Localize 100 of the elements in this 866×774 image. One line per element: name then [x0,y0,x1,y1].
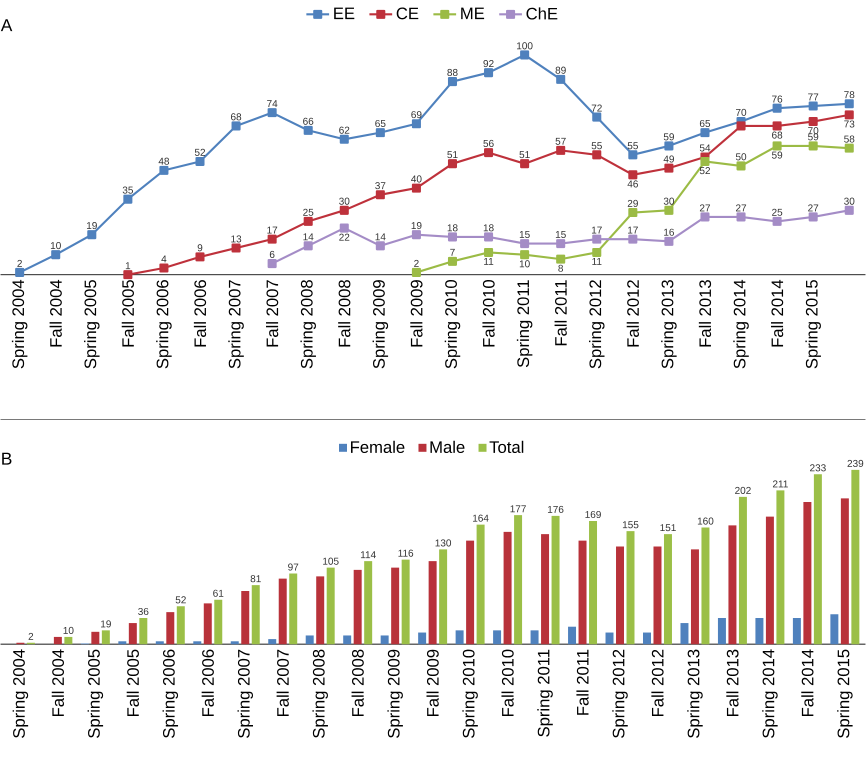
point [448,232,458,242]
bar [530,630,539,644]
legend-label: Total [490,440,524,453]
point [772,141,782,150]
x-tick-label: Spring 2004 [12,649,28,738]
point [340,134,349,144]
x-tick-label: Fall 2013 [698,280,712,346]
x-tick-label: Spring 2006 [156,280,172,368]
point [808,212,818,222]
data-label: 27 [700,204,710,212]
data-label: 55 [592,142,602,150]
x-tick-label: Spring 2013 [687,650,703,738]
x-tick-label: Spring 2015 [805,280,821,368]
point [123,194,132,204]
bar [214,600,222,644]
x-tick-label: Fall 2013 [726,650,739,716]
data-label: 61 [213,590,224,597]
data-label: 14 [303,233,314,240]
data-label: 176 [548,506,564,513]
bar [606,632,614,644]
x-tick-label: Fall 2008 [338,280,350,346]
point [340,206,349,215]
data-label: 4 [161,256,166,262]
data-label: 76 [772,96,782,103]
data-label: 19 [86,222,97,230]
text: A [0,19,12,32]
data-label: 25 [772,208,782,216]
bar [541,534,550,644]
bar [766,516,774,644]
data-label: 30 [844,198,854,205]
bar [316,576,324,644]
point [592,112,602,122]
x-tick-label: Spring 2008 [312,650,328,738]
point [592,234,602,244]
x-tick-label: Fall 2011 [554,280,567,346]
data-label: 36 [138,608,148,616]
data-label: 49 [664,155,674,163]
data-label: 211 [772,480,788,488]
bar [776,490,784,644]
x-tick-label: Spring 2008 [300,280,316,368]
bar [128,623,137,644]
bar [364,561,372,644]
legend-label: Male [430,440,464,453]
data-label: 2 [414,260,419,267]
legend-label: CE [396,8,418,20]
point [159,263,168,273]
bar [391,568,400,644]
data-label: 239 [848,460,864,467]
x-tick-label: Spring 2014 [733,280,749,368]
data-label: 6 [270,250,274,258]
bar [803,502,812,644]
x-tick-label: Spring 2010 [462,650,478,738]
x-tick-label: Fall 2007 [276,650,289,716]
x-tick-label: Fall 2004 [52,649,64,716]
point [484,248,494,257]
data-label: 27 [736,204,746,212]
point [376,190,385,200]
data-label: 17 [628,226,638,234]
point [412,268,421,277]
point [700,212,710,222]
x-tick-label: Spring 2015 [837,650,853,738]
point [87,230,96,240]
data-label: 97 [288,563,298,571]
data-label: 10 [50,242,61,250]
bar [514,515,522,644]
data-label: 2 [17,260,22,267]
point [556,74,566,84]
data-label: 8 [558,264,564,272]
data-label: 56 [483,140,494,147]
data-label: 11 [484,258,494,265]
bar [343,635,352,644]
point [844,206,854,215]
data-label: 48 [158,158,170,165]
bar [653,546,662,644]
bar [166,612,174,644]
point [412,230,421,240]
x-tick-label: Spring 2005 [88,650,104,738]
bar [578,540,587,644]
point [808,116,818,126]
point [304,241,313,250]
point [304,216,313,226]
legend-label: ME [461,8,484,20]
point [304,126,313,135]
bar [466,540,474,644]
data-label: 68 [231,113,242,120]
point [195,252,205,262]
data-label: 50 [736,153,746,160]
bar [289,573,298,644]
data-label: 10 [64,626,74,634]
point [448,77,458,86]
bar [626,531,634,644]
bar [552,516,560,644]
point [412,184,421,193]
point [484,148,494,158]
point [844,110,854,120]
bar [851,470,860,644]
bar [476,524,485,644]
x-tick-label: Fall 2009 [426,650,439,716]
data-label: 52 [700,167,710,174]
bar [176,606,185,644]
